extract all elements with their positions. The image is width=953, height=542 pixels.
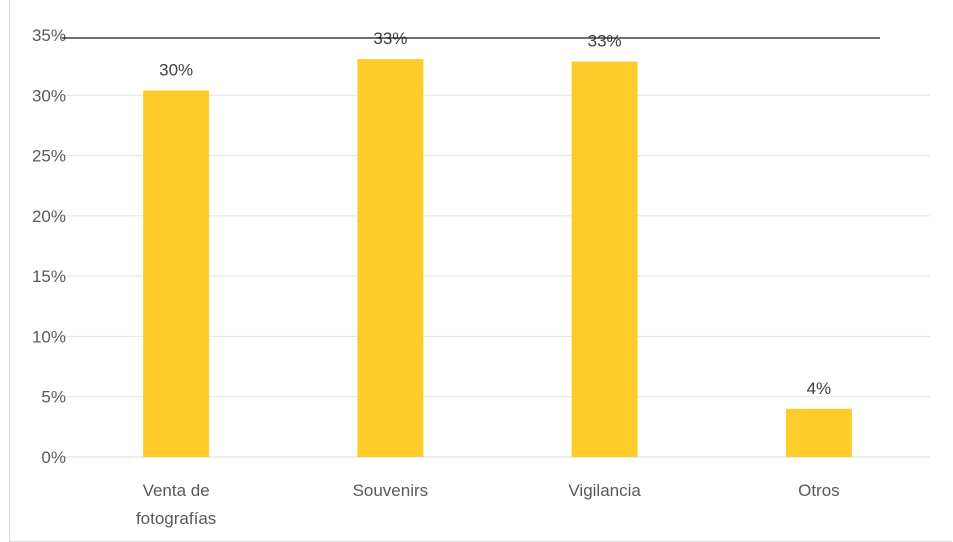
- category-label: Venta de: [143, 481, 210, 500]
- y-axis-tick-labels: 0% 5% 10% 15% 20% 25% 30% 35%: [32, 26, 66, 467]
- y-tick-label: 15%: [32, 267, 66, 286]
- bars: [143, 59, 852, 457]
- x-axis-category-labels: Venta de fotografías Souvenirs Vigilancia Ot…: [136, 481, 840, 528]
- data-label: 4%: [807, 379, 832, 398]
- data-label: 33%: [588, 32, 622, 51]
- category-label: Souvenirs: [353, 481, 429, 500]
- gridlines: [65, 94, 930, 458]
- bar: [357, 59, 424, 457]
- bar: [571, 61, 638, 457]
- bar: [143, 90, 210, 457]
- category-label: Vigilancia: [568, 481, 641, 500]
- y-tick-label: 0%: [41, 448, 66, 467]
- data-label: 33%: [373, 29, 407, 48]
- y-tick-label: 5%: [41, 388, 66, 407]
- y-tick-label: 25%: [32, 147, 66, 166]
- y-tick-label: 30%: [32, 86, 66, 105]
- y-tick-label: 20%: [32, 207, 66, 226]
- category-label: Otros: [798, 481, 840, 500]
- category-label: fotografías: [136, 509, 216, 528]
- data-label: 30%: [159, 60, 193, 79]
- data-labels: 30% 33% 33% 4%: [159, 29, 831, 398]
- y-tick-label: 10%: [32, 327, 66, 346]
- y-tick-label: 35%: [32, 26, 66, 45]
- bar: [785, 408, 852, 457]
